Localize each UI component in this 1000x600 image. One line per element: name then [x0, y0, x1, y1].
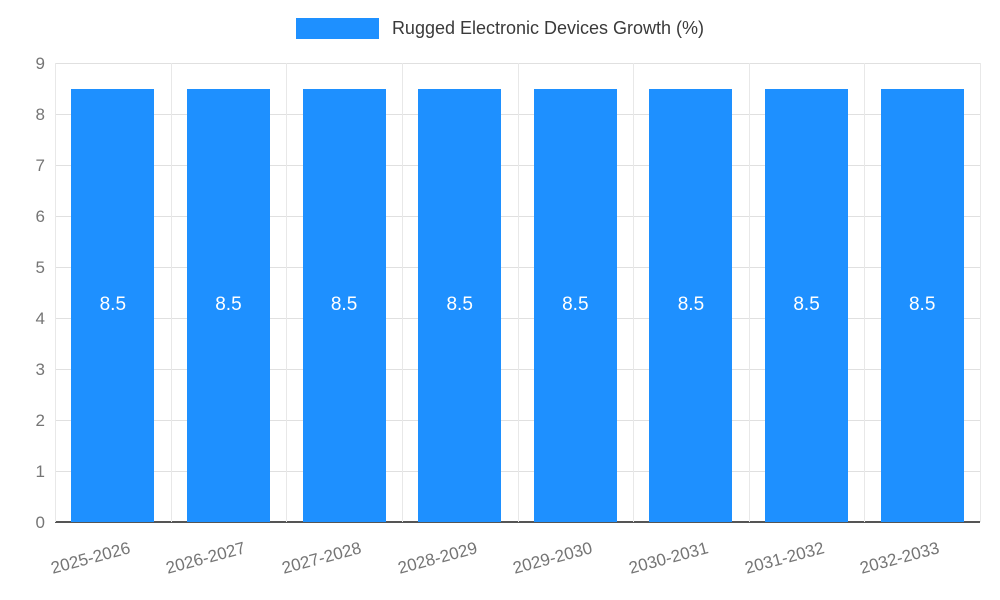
y-axis-tick-label: 2: [35, 411, 45, 430]
vertical-gridline: [55, 63, 56, 522]
vertical-gridline: [748, 63, 750, 522]
y-axis-tick-label: 7: [35, 156, 45, 175]
vertical-gridline: [633, 63, 635, 522]
bar: 8.5: [302, 88, 386, 522]
vertical-gridline: [170, 63, 172, 522]
bar: 8.5: [649, 88, 733, 522]
vertical-gridline: [864, 63, 866, 522]
bar: 8.5: [418, 88, 502, 522]
y-axis-tick-label: 4: [35, 309, 45, 328]
vertical-gridline: [980, 63, 981, 522]
bar-value-label: 8.5: [446, 294, 473, 316]
bar: 8.5: [71, 88, 155, 522]
y-axis-tick-label: 9: [35, 54, 45, 73]
bar-value-label: 8.5: [908, 294, 936, 316]
bar-value-label: 8.5: [793, 294, 820, 316]
bar: 8.5: [186, 88, 270, 522]
bar-value-label: 8.5: [677, 294, 705, 316]
vertical-gridline: [517, 63, 519, 522]
bar-value-label: 8.5: [562, 294, 589, 316]
y-axis-tick-label: 6: [35, 207, 45, 226]
x-axis-line: [55, 521, 980, 523]
bar: 8.5: [533, 88, 617, 522]
y-axis-tick-label: 1: [35, 462, 45, 481]
vertical-gridline: [286, 63, 288, 522]
plot-area: 8.5 8.5 8.5 8.5 8.5 8.5 8.5 8.5: [55, 63, 981, 523]
legend-color-swatch: [295, 18, 379, 39]
bar: 8.5: [765, 88, 849, 522]
chart-legend: Rugged Electronic Devices Growth (%): [0, 18, 1000, 39]
legend-series-label: Rugged Electronic Devices Growth (%): [391, 18, 705, 38]
y-axis-tick-label: 5: [35, 258, 45, 277]
y-axis-tick-label: 3: [35, 360, 45, 379]
y-axis-tick-label: 8: [35, 105, 45, 124]
bar-value-label: 8.5: [99, 294, 127, 316]
bar: 8.5: [880, 88, 964, 522]
bar-value-label: 8.5: [330, 294, 358, 316]
y-axis-tick-label: 0: [35, 513, 45, 532]
bar-value-label: 8.5: [215, 294, 242, 316]
vertical-gridline: [401, 63, 403, 522]
